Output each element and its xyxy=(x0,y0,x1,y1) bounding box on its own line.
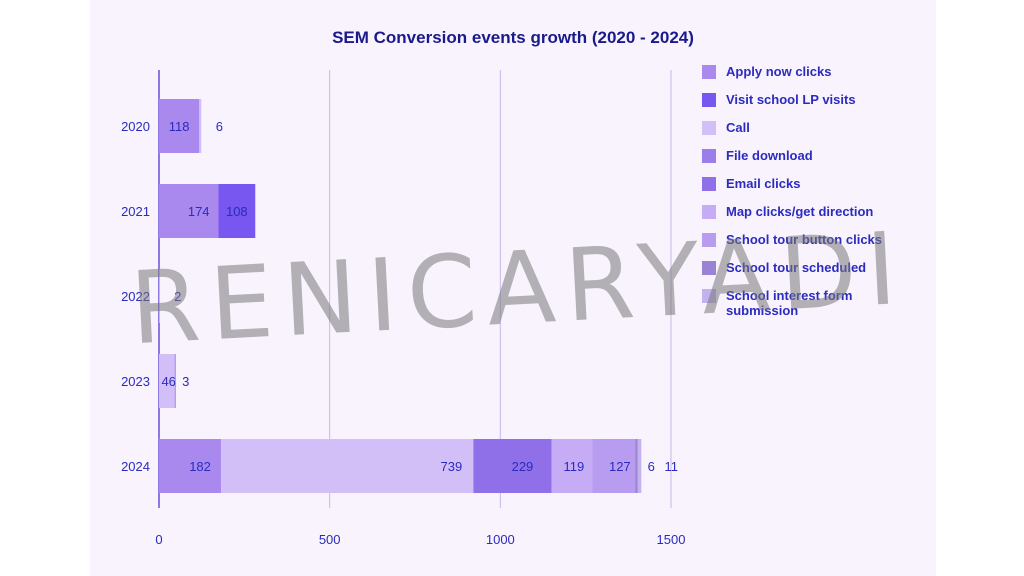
bar-segment xyxy=(159,354,175,408)
legend-label: Call xyxy=(726,120,750,135)
data-label: 229 xyxy=(512,459,534,474)
bar-segment xyxy=(637,439,642,493)
bar-segment xyxy=(473,439,552,493)
legend-swatch xyxy=(702,177,716,191)
chart-legend: Apply now clicks Visit school LP visits Ca… xyxy=(702,64,922,318)
legend-item: School tour button clicks xyxy=(702,232,922,260)
chart-card: SEM Conversion events growth (2020 - 202… xyxy=(90,0,936,576)
legend-swatch xyxy=(702,205,716,219)
legend-swatch xyxy=(702,93,716,107)
x-tick-label: 500 xyxy=(319,532,341,547)
data-label: 2 xyxy=(174,289,181,304)
legend-swatch xyxy=(702,289,716,303)
y-tick-label: 2024 xyxy=(121,459,150,474)
data-label: 108 xyxy=(226,204,248,219)
data-label: 11 xyxy=(665,459,679,474)
data-label: 127 xyxy=(609,459,631,474)
y-tick-label: 2023 xyxy=(121,374,150,389)
legend-swatch xyxy=(702,65,716,79)
bar-segment xyxy=(551,439,593,493)
y-tick-label: 2022 xyxy=(121,289,150,304)
legend-swatch xyxy=(702,121,716,135)
chart-title: SEM Conversion events growth (2020 - 202… xyxy=(332,28,694,47)
bar-segment xyxy=(221,439,474,493)
legend-swatch xyxy=(702,149,716,163)
bar-segment xyxy=(159,184,219,238)
y-tick-label: 2021 xyxy=(121,204,150,219)
y-tick-label: 2020 xyxy=(121,119,150,134)
legend-label: Email clicks xyxy=(726,176,801,191)
bar-segment xyxy=(592,439,636,493)
legend-label: Map clicks/get direction xyxy=(726,204,874,219)
x-tick-label: 1000 xyxy=(486,532,515,547)
legend-item: School interest form submission xyxy=(702,288,922,318)
data-label: 118 xyxy=(169,119,190,134)
chart-plot-area: 0 500 1000 1500 2020 2021 2022 2023 2024 118 6 174 1… xyxy=(121,70,686,547)
data-label: 182 xyxy=(189,459,211,474)
legend-swatch xyxy=(702,261,716,275)
legend-item: Visit school LP visits xyxy=(702,92,922,120)
legend-label: Apply now clicks xyxy=(726,64,832,79)
bar-segment xyxy=(159,439,222,493)
data-label: 119 xyxy=(563,459,584,474)
data-label: 174 xyxy=(188,204,210,219)
data-label: 739 xyxy=(441,459,463,474)
legend-swatch xyxy=(702,233,716,247)
legend-label: School tour button clicks xyxy=(726,232,883,247)
legend-label: File download xyxy=(726,148,813,163)
legend-label: School tour scheduled xyxy=(726,260,867,275)
bar-segment xyxy=(635,439,638,493)
bar-segment xyxy=(199,99,202,153)
legend-item: Email clicks xyxy=(702,176,922,204)
bar-segment xyxy=(174,354,176,408)
legend-label: School interest form submission xyxy=(726,288,853,318)
legend-item: Map clicks/get direction xyxy=(702,204,922,232)
legend-item: Call xyxy=(702,120,922,148)
data-label: 6 xyxy=(648,459,655,474)
bar-segment xyxy=(159,269,160,323)
bar-segment xyxy=(159,99,200,153)
legend-item: School tour scheduled xyxy=(702,260,922,288)
legend-item: Apply now clicks xyxy=(702,64,922,92)
legend-item: File download xyxy=(702,148,922,176)
legend-label: Visit school LP visits xyxy=(726,92,856,107)
data-label: 3 xyxy=(182,374,189,389)
bar-segment xyxy=(218,184,256,238)
x-tick-label: 1500 xyxy=(657,532,686,547)
data-label: 6 xyxy=(216,119,223,134)
x-tick-label: 0 xyxy=(155,532,162,547)
data-label: 46 xyxy=(161,374,175,389)
